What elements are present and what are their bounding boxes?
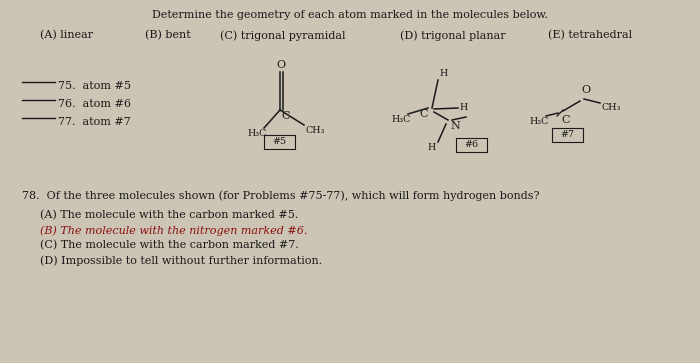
Text: H₃C: H₃C bbox=[392, 115, 412, 124]
Text: (A) The molecule with the carbon marked #5.: (A) The molecule with the carbon marked … bbox=[40, 210, 298, 220]
Text: H: H bbox=[428, 143, 436, 152]
Text: 77.  atom #7: 77. atom #7 bbox=[58, 117, 131, 127]
Text: H: H bbox=[440, 69, 448, 78]
Text: 75.  atom #5: 75. atom #5 bbox=[58, 81, 131, 91]
Text: O: O bbox=[276, 60, 286, 70]
Text: #5: #5 bbox=[272, 137, 286, 146]
FancyBboxPatch shape bbox=[552, 127, 582, 142]
Text: O: O bbox=[581, 85, 590, 95]
Text: H₃C: H₃C bbox=[530, 117, 550, 126]
Text: (E) tetrahedral: (E) tetrahedral bbox=[548, 30, 632, 40]
Text: C: C bbox=[281, 111, 290, 121]
Text: (D) trigonal planar: (D) trigonal planar bbox=[400, 30, 505, 41]
Text: N: N bbox=[450, 121, 460, 131]
Text: 78.  Of the three molecules shown (for Problems #75-77), which will form hydroge: 78. Of the three molecules shown (for Pr… bbox=[22, 190, 540, 201]
Text: CH₃: CH₃ bbox=[306, 126, 326, 135]
FancyBboxPatch shape bbox=[456, 138, 486, 151]
Text: (B) bent: (B) bent bbox=[145, 30, 190, 40]
Text: H₃C: H₃C bbox=[248, 129, 267, 138]
Text: 76.  atom #6: 76. atom #6 bbox=[58, 99, 131, 109]
Text: #6: #6 bbox=[464, 140, 478, 149]
Text: C: C bbox=[561, 115, 570, 125]
Text: (A) linear: (A) linear bbox=[40, 30, 93, 40]
Text: H: H bbox=[459, 102, 468, 111]
Text: (D) Impossible to tell without further information.: (D) Impossible to tell without further i… bbox=[40, 255, 322, 266]
Text: (C) The molecule with the carbon marked #7.: (C) The molecule with the carbon marked … bbox=[40, 240, 299, 250]
Text: CH₃: CH₃ bbox=[602, 103, 622, 112]
Text: (C) trigonal pyramidal: (C) trigonal pyramidal bbox=[220, 30, 346, 41]
Text: Determine the geometry of each atom marked in the molecules below.: Determine the geometry of each atom mark… bbox=[152, 10, 548, 20]
Text: C: C bbox=[419, 109, 428, 119]
Text: #7: #7 bbox=[560, 130, 574, 139]
Text: (B) The molecule with the nitrogen marked #6.: (B) The molecule with the nitrogen marke… bbox=[40, 225, 307, 236]
FancyBboxPatch shape bbox=[263, 135, 295, 148]
